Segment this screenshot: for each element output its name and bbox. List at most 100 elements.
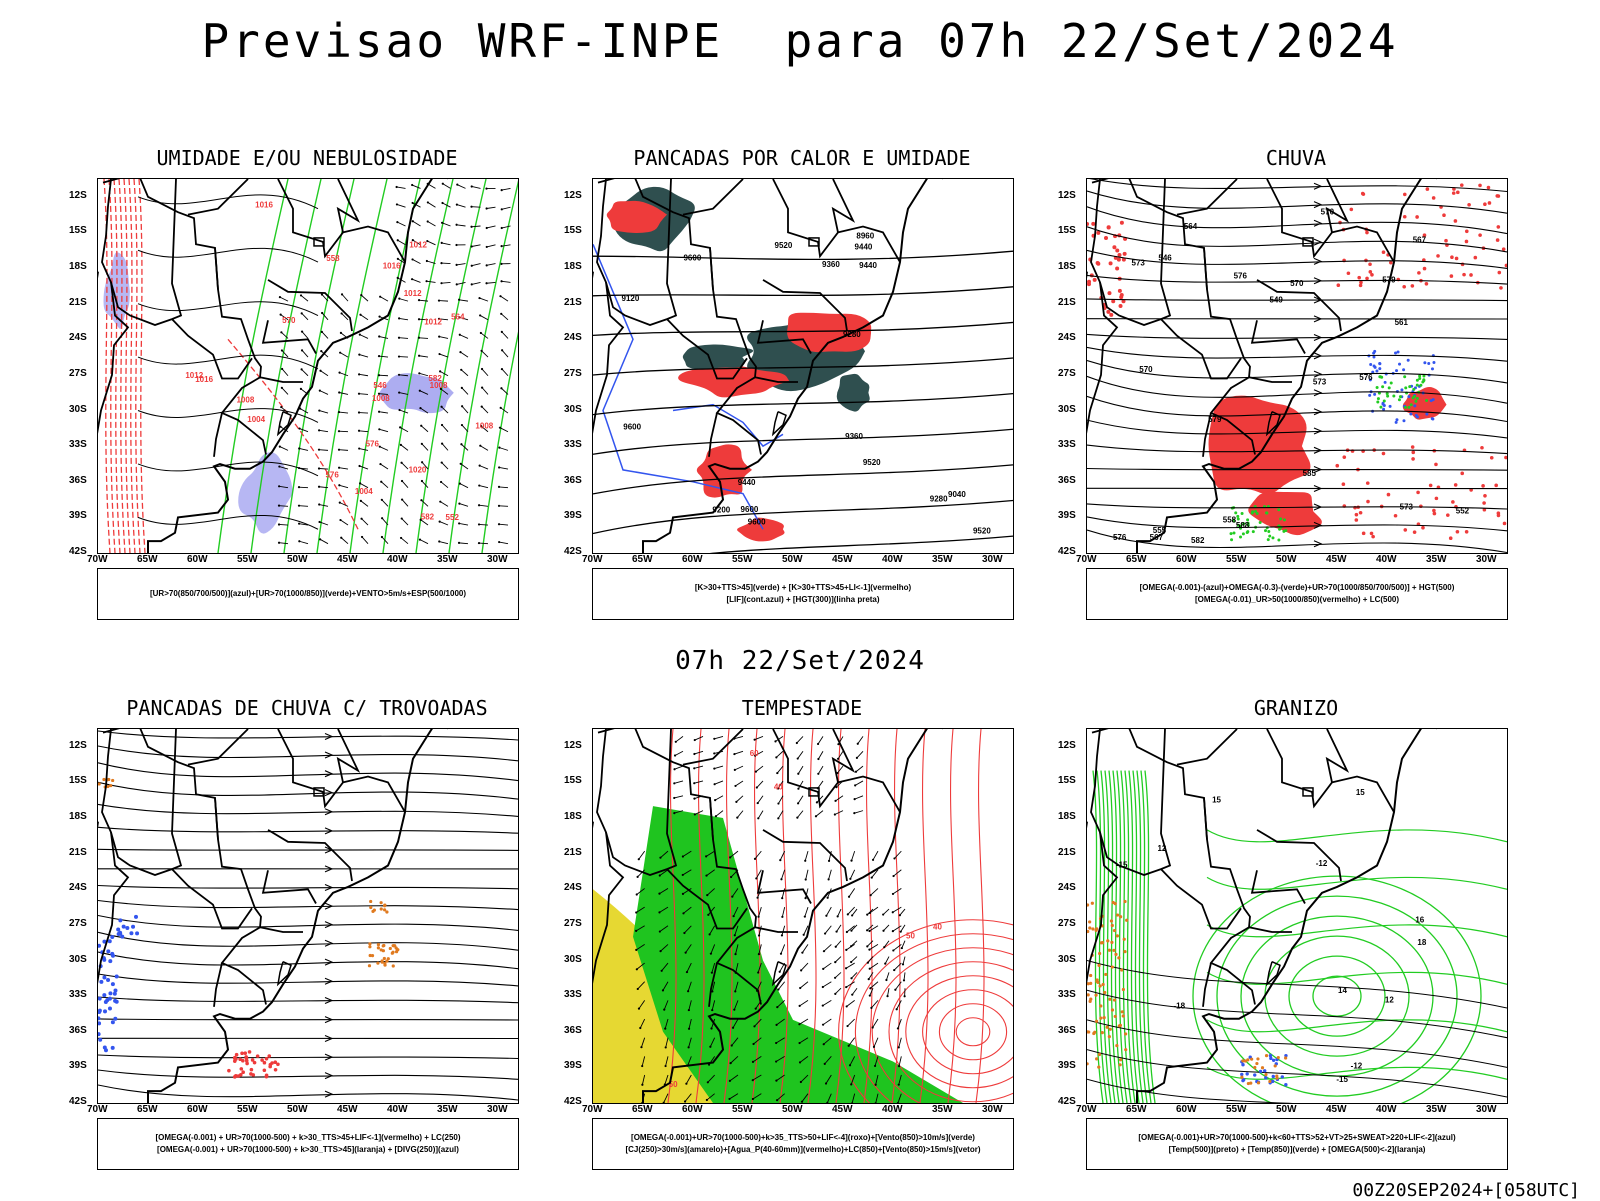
wind-850-15ms-vector [782,907,784,917]
lat-tick-label: 12S [1058,740,1076,751]
wind-850-15ms-vector-head [682,855,684,857]
political-border [103,179,266,455]
wind-850-15ms-vector [736,796,743,802]
wind-850-15ms-vector-head [797,773,799,775]
wind-850-15ms-vector-head [885,979,887,981]
political-border [1249,377,1292,382]
contour-label: 564 [451,313,465,322]
wind-vector-head [338,467,340,469]
wind-850-15ms-vector-head [801,1101,803,1103]
wind-850-15ms-vector-head [755,771,757,773]
rain-omega-03 [1246,531,1249,534]
pancadas-trovoadas-geography [98,729,448,1103]
wind-vector [299,448,308,450]
contour-label: 561 [1395,318,1409,327]
omega-500 [1095,1057,1098,1060]
wind-850-15ms-vector-head [711,972,713,974]
wind-vector-head [440,481,442,483]
wind-850-15ms-vector [816,811,823,817]
wind-850-15ms-vector-head [834,800,836,802]
wind-vector-head [500,313,502,315]
political-border [103,729,266,1005]
wind-vector [339,412,348,413]
wind-vector [501,314,508,320]
wind-850-15ms-vector-head [884,963,886,965]
wind-850-15ms-vector-head [854,784,856,786]
wind-vector-head [438,540,440,542]
rain-omega-001 [1384,381,1387,384]
hgt300-contour [593,251,1013,259]
wind-850-15ms-vector-head [685,952,687,954]
contour-label: 1008 [475,422,493,431]
omega-500 [1089,974,1092,977]
atlantic-coastline [148,729,448,1103]
wind-vector-head [459,351,461,353]
omega-500 [1111,1008,1114,1011]
granizo-legend: [OMEGA(-0.001)+UR>70(1000-500)+k<60+TTS>… [1086,1118,1508,1170]
thunder-k-tts-lif [249,1072,253,1076]
wind-850-15ms-vector-head [892,893,894,895]
wind-vector-head [460,443,462,445]
wind-850-15ms-vector [836,941,841,947]
wind-vector [282,369,288,376]
moisture-850-700-500 [380,373,454,413]
rain-omega-ur [1483,494,1487,498]
wind-850-15ms-vector [798,796,803,804]
rain-omega-ur [1487,186,1491,190]
temp-850-contour [1207,1020,1507,1032]
wind-vector-head [381,536,383,538]
thunder-k-tts [392,964,395,967]
lat-tick-label: 18S [564,261,582,272]
thunder-k-tts-lif [267,1054,271,1058]
wind-850-15ms-vector-head [797,757,799,759]
wind-850-15ms-vector [799,1019,808,1024]
hail-index [1240,1073,1243,1076]
rain-omega-001 [1430,399,1433,402]
wind-850-15ms-vector [716,811,723,817]
wind-850-15ms-vector-head [663,1009,665,1011]
wind-vector-head [301,331,303,333]
rain-omega-001 [1432,361,1435,364]
rain-omega-ur [1087,282,1091,286]
wind-850-15ms-vector-head [757,971,759,973]
rain-omega-ur [1450,274,1454,278]
wind-vector-head [411,184,413,186]
wind-850-15ms-vector-head [850,961,852,963]
wind-850-15ms-vector-head [686,971,688,973]
omega-500 [1113,929,1116,932]
wind-850-15ms-vector-head [892,911,894,913]
wind-850-15ms-vector [800,1000,808,1005]
lat-tick-label: 18S [1058,811,1076,822]
wind-vector [479,524,488,525]
rain-omega-ur [1380,505,1384,509]
lat-tick-label: 24S [69,332,87,343]
wind-vector [439,542,448,544]
wind-850-15ms-vector [849,888,855,896]
chuva-title: CHUVA [1066,146,1526,170]
political-border [763,830,847,881]
rain-omega-001 [1423,361,1426,364]
omega-500 [1265,1054,1268,1057]
rain-omega-ur [1370,532,1374,536]
lat-tick-label: 36S [564,1025,582,1036]
political-border [1332,227,1394,263]
hail-index [1245,1072,1248,1075]
wind-vector-head [401,517,403,519]
wind-vector-head [341,312,343,314]
wind-850-15ms-vector-head [687,990,689,992]
streamline-850 [906,976,1013,1088]
wind-850-15ms-vector-head [752,1098,754,1100]
thunder-k-tts [389,947,392,950]
political-border [268,830,352,881]
wind-vector-head [480,350,482,352]
wind-vector [482,388,488,395]
wind-850-15ms-vector [846,963,855,968]
wind-850-15ms-vector [674,796,683,798]
wind-850-15ms-vector [806,870,808,880]
wind-850-15ms-vector-head [735,801,737,803]
wind-850-15ms-vector-head [847,913,849,915]
rain-omega-03 [1242,532,1245,535]
wind-vector [342,294,348,301]
wind-850-15ms-vector-head [779,859,781,861]
wind-850-15ms-vector-head [776,1099,778,1101]
